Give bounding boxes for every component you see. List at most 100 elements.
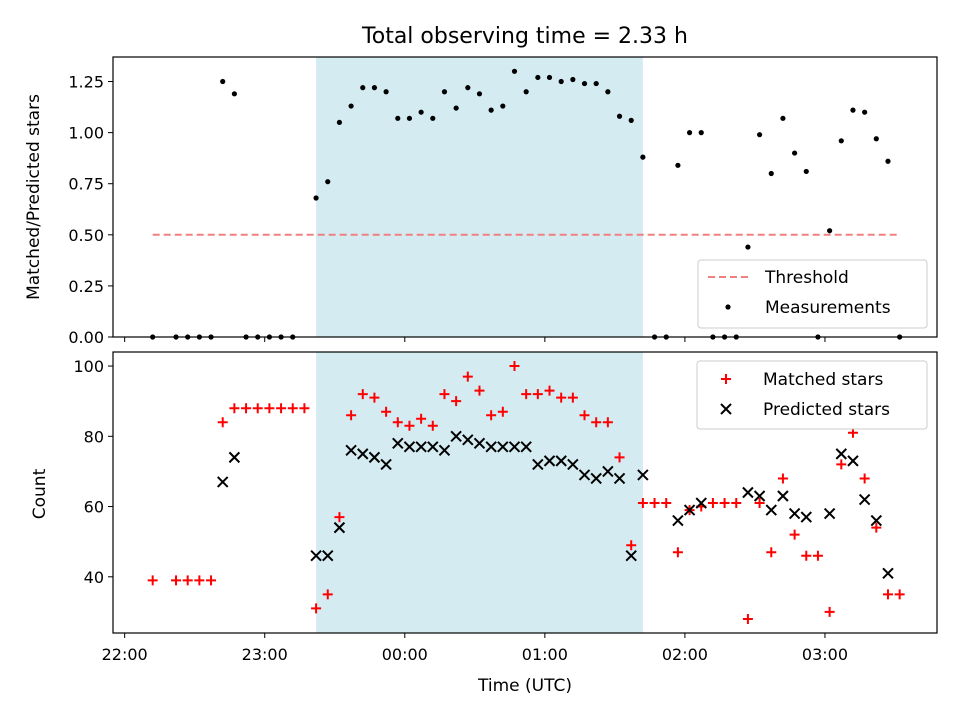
matched-point bbox=[311, 603, 322, 614]
predicted-point bbox=[788, 507, 801, 520]
predicted-point bbox=[450, 430, 462, 443]
matched-point bbox=[567, 392, 578, 403]
predicted-point bbox=[753, 490, 766, 502]
measurement-point bbox=[616, 113, 623, 119]
bottom-series-1 bbox=[217, 430, 894, 579]
predicted-point bbox=[543, 455, 556, 467]
measurement-point bbox=[430, 115, 436, 121]
matched-point bbox=[602, 417, 613, 428]
predicted-point bbox=[217, 476, 229, 488]
measurement-point bbox=[850, 107, 856, 113]
predicted-point bbox=[555, 455, 567, 467]
matched-point bbox=[264, 403, 275, 414]
matched-point bbox=[824, 606, 835, 617]
matched-point bbox=[194, 575, 205, 586]
measurement-point bbox=[558, 78, 564, 85]
measurement-point bbox=[511, 68, 518, 74]
bottom-y-tick-label: 100 bbox=[73, 357, 104, 376]
predicted-point bbox=[625, 550, 637, 562]
matched-point bbox=[229, 403, 240, 414]
measurement-point bbox=[476, 91, 483, 97]
measurement-point bbox=[570, 76, 576, 83]
matched-point bbox=[859, 473, 870, 484]
matched-point bbox=[579, 410, 590, 421]
matched-point bbox=[742, 613, 753, 624]
measurement-point bbox=[406, 115, 413, 121]
measurement-point bbox=[675, 162, 681, 168]
matched-point bbox=[486, 410, 497, 421]
matched-point bbox=[427, 420, 438, 431]
matched-point bbox=[451, 396, 462, 407]
predicted-point bbox=[613, 472, 626, 485]
matched-point bbox=[801, 550, 812, 561]
matched-point bbox=[766, 547, 777, 558]
predicted-point bbox=[672, 514, 684, 527]
measurement-point bbox=[605, 89, 611, 95]
predicted-point bbox=[835, 448, 848, 460]
figure-title: Total observing time = 2.33 h bbox=[361, 24, 688, 49]
predicted-point bbox=[310, 550, 322, 562]
predicted-point bbox=[882, 567, 894, 579]
measurement-point bbox=[371, 85, 378, 91]
measurement-point bbox=[441, 89, 448, 95]
measurement-point bbox=[768, 170, 774, 177]
matched-point bbox=[521, 389, 532, 400]
top-y-tick-label: 1.00 bbox=[68, 124, 104, 143]
matched-point bbox=[404, 420, 415, 431]
predicted-point bbox=[695, 497, 707, 509]
predicted-point bbox=[870, 514, 883, 527]
measurement-point bbox=[336, 119, 343, 126]
measurement-point bbox=[745, 244, 751, 250]
predicted-point bbox=[800, 511, 812, 523]
bottom-y-tick-label: 40 bbox=[84, 568, 104, 587]
matched-point bbox=[614, 452, 625, 463]
measurement-point bbox=[686, 130, 693, 136]
matched-point bbox=[707, 498, 718, 509]
x-tick-label: 22:00 bbox=[102, 645, 148, 664]
bottom-panel: 40 60 80 100 22:00 23:00 00:00 01:00 02:00 03:00 M… bbox=[73, 351, 938, 664]
measurement-point bbox=[500, 103, 506, 109]
matched-point bbox=[812, 550, 823, 561]
top-y-tick-label: 0.00 bbox=[68, 328, 104, 347]
measurement-point bbox=[885, 158, 891, 164]
matched-point bbox=[497, 406, 508, 417]
predicted-point bbox=[438, 444, 451, 457]
measurement-point bbox=[803, 168, 809, 175]
top-legend: Threshold Measurements bbox=[697, 259, 928, 329]
measurement-point bbox=[395, 115, 401, 121]
matched-point bbox=[754, 498, 765, 509]
matched-point bbox=[346, 410, 357, 421]
top-panel: 0.00 0.25 0.50 0.75 1.00 1.25 Threshold Measure… bbox=[68, 56, 938, 347]
matched-point bbox=[392, 417, 403, 428]
bottom-observing-span bbox=[316, 352, 643, 633]
legend-matched-label: Matched stars bbox=[763, 370, 883, 390]
measurement-point bbox=[488, 107, 494, 113]
measurement-point bbox=[780, 115, 786, 121]
predicted-point bbox=[357, 448, 369, 460]
predicted-point bbox=[742, 486, 754, 499]
matched-point bbox=[287, 403, 298, 414]
matched-point bbox=[882, 589, 893, 600]
legend-matched-swatch bbox=[721, 374, 731, 384]
matched-point bbox=[276, 403, 287, 414]
measurement-point bbox=[838, 138, 844, 144]
measurement-point bbox=[628, 117, 634, 123]
top-y-tick-label: 0.25 bbox=[68, 277, 104, 296]
top-y-tick-label: 1.25 bbox=[68, 73, 104, 92]
matched-point bbox=[217, 417, 228, 428]
measurement-point bbox=[862, 109, 868, 115]
matched-point bbox=[672, 547, 683, 558]
matched-point bbox=[649, 498, 660, 509]
predicted-point bbox=[368, 451, 381, 464]
measurement-point bbox=[792, 150, 798, 156]
predicted-point bbox=[847, 455, 859, 467]
legend-predicted-swatch bbox=[720, 403, 732, 415]
measurement-point bbox=[383, 89, 389, 95]
matched-point bbox=[182, 575, 193, 586]
legend-threshold-label: Threshold bbox=[764, 268, 849, 288]
predicted-point bbox=[532, 458, 544, 471]
measurement-point bbox=[640, 154, 646, 160]
predicted-point bbox=[567, 458, 579, 471]
matched-point bbox=[334, 512, 345, 523]
predicted-point bbox=[823, 507, 836, 520]
